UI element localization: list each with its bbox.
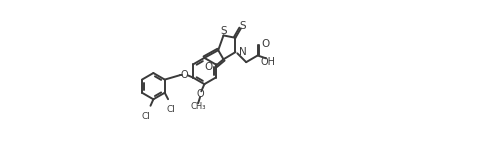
Text: Cl: Cl [167,105,176,114]
Text: S: S [240,21,246,31]
Text: N: N [239,47,246,57]
Text: O: O [261,39,269,49]
Text: O: O [181,70,189,80]
Text: Cl: Cl [142,112,151,121]
Text: O: O [204,62,212,72]
Text: O: O [196,89,204,99]
Text: OH: OH [261,57,276,67]
Text: S: S [220,26,227,36]
Text: CH₃: CH₃ [190,102,206,111]
